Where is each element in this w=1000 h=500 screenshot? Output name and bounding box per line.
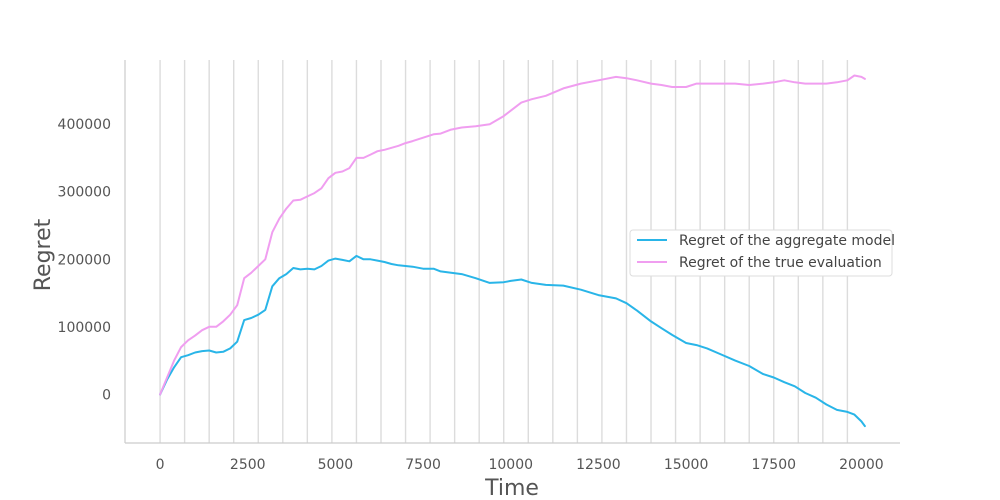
tick-layer: 0 2500 5000 7500 10000 12500 15000 17500 2000001…: [58, 117, 884, 473]
x-tick-label: 20000: [839, 457, 884, 473]
x-tick-label: 12500: [576, 457, 621, 473]
x-tick-label: 2500: [230, 457, 266, 473]
x-tick-label: 0: [156, 457, 165, 473]
legend-box: [629, 229, 893, 277]
y-tick-label: 300000: [58, 185, 111, 201]
legend-label-aggregate: Regret of the aggregate model: [679, 233, 895, 249]
x-tick-label: 5000: [318, 457, 354, 473]
x-axis-label: Time: [484, 476, 539, 500]
y-tick-label: 400000: [58, 117, 111, 133]
series-layer: [159, 74, 866, 428]
legend-label-true-evaluation: Regret of the true evaluation: [679, 255, 882, 271]
series-line-1: [159, 74, 866, 396]
y-axis-label: Regret: [31, 218, 56, 291]
x-tick-label: 15000: [664, 457, 709, 473]
y-tick-label: 200000: [58, 252, 111, 268]
x-tick-label: 17500: [751, 457, 796, 473]
y-tick-label: 100000: [58, 320, 111, 336]
series-line-0: [159, 254, 866, 428]
x-tick-label: 10000: [488, 457, 533, 473]
x-tick-label: 7500: [405, 457, 441, 473]
y-tick-label: 0: [102, 387, 111, 403]
legend: Regret of the aggregate model Regret of …: [629, 229, 895, 277]
